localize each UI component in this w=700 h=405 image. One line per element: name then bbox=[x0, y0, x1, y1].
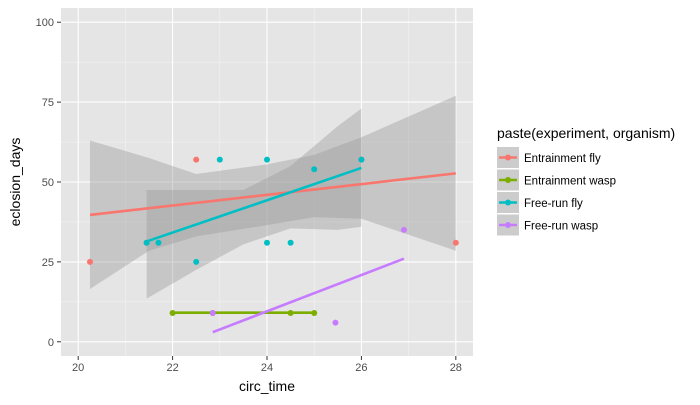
data-point bbox=[311, 310, 318, 317]
data-point bbox=[209, 310, 216, 317]
confidence-band bbox=[89, 95, 456, 290]
data-point bbox=[287, 239, 294, 246]
data-point bbox=[86, 258, 93, 265]
legend-label: Free-run fly bbox=[524, 198, 583, 210]
data-point bbox=[193, 156, 200, 163]
legend-label: Entrainment wasp bbox=[524, 176, 616, 188]
data-point bbox=[452, 239, 459, 246]
data-point bbox=[264, 156, 270, 163]
x-tick-label: 26 bbox=[355, 362, 367, 374]
y-tick-label: 100 bbox=[36, 17, 54, 29]
y-tick-label: 75 bbox=[42, 97, 54, 109]
x-tick-label: 20 bbox=[72, 362, 84, 374]
data-point bbox=[169, 310, 176, 317]
data-point bbox=[216, 156, 223, 163]
data-points bbox=[86, 156, 459, 326]
y-axis-label: eclosion_days bbox=[7, 138, 23, 227]
legend-key-point bbox=[505, 154, 511, 161]
y-tick-label: 0 bbox=[48, 337, 54, 349]
legend-key-point bbox=[505, 177, 511, 183]
legend-key-point bbox=[505, 222, 511, 228]
legend-items: Entrainment fly Entrainment wasp Free-run … bbox=[497, 147, 616, 236]
data-point bbox=[143, 239, 150, 246]
x-tick-label: 22 bbox=[166, 362, 178, 374]
x-axis-label: circ_time bbox=[239, 378, 295, 394]
data-point bbox=[155, 239, 162, 246]
fit-line bbox=[89, 172, 456, 217]
data-point bbox=[332, 319, 339, 326]
data-point bbox=[311, 166, 318, 173]
grid-layer bbox=[61, 8, 473, 356]
data-point bbox=[193, 258, 200, 265]
data-point bbox=[264, 239, 270, 246]
data-point bbox=[400, 226, 407, 233]
legend-label: Entrainment fly bbox=[524, 153, 601, 165]
data-point bbox=[287, 310, 294, 317]
y-tick-label: 25 bbox=[42, 257, 54, 269]
legend: paste(experiment, organism) Entrainment … bbox=[497, 125, 675, 236]
x-tick-label: 24 bbox=[261, 362, 273, 374]
x-tick-label: 28 bbox=[450, 362, 462, 374]
axes: 20 22 24 26 28 0 25 50 75 100 bbox=[36, 17, 462, 374]
data-point bbox=[358, 156, 365, 163]
legend-key-point bbox=[505, 199, 511, 206]
y-tick-label: 50 bbox=[42, 177, 54, 189]
fit-line bbox=[146, 166, 362, 243]
legend-label: Free-run wasp bbox=[524, 221, 598, 233]
legend-title: paste(experiment, organism) bbox=[497, 125, 675, 141]
fit-line bbox=[212, 257, 405, 334]
